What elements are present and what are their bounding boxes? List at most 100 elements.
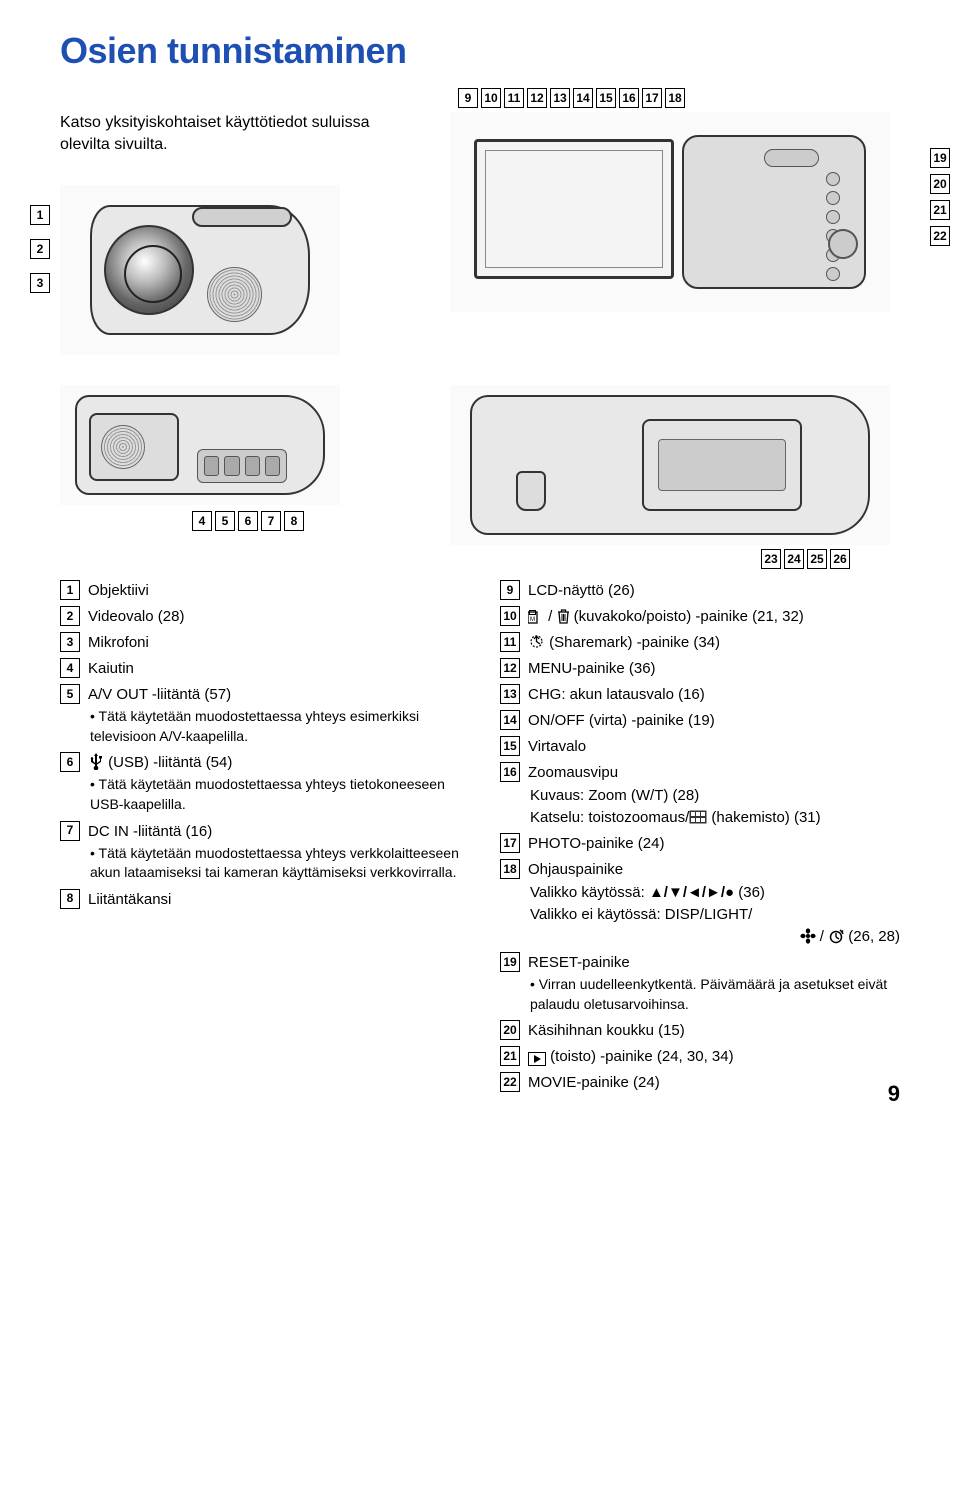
item-number-19: 19 (500, 952, 520, 972)
callout-13: 13 (550, 88, 570, 108)
callout-14: 14 (573, 88, 593, 108)
item-text-18: Ohjauspainike (528, 859, 623, 880)
item-sub-5: Tätä käytetään muodostettaessa yhteys es… (90, 707, 460, 746)
callouts-1-3: 123 (30, 205, 50, 293)
item-text-2: Videovalo (28) (88, 606, 184, 627)
item-14: 14 ON/OFF (virta) -painike (19) (500, 710, 900, 731)
callouts-4-8: 45678 (192, 511, 304, 531)
callout-7: 7 (261, 511, 281, 531)
item-line-16-1: Katselu: toistozoomaus/ (hakemisto) (31) (530, 807, 900, 828)
item-13: 13CHG: akun latausvalo (16) (500, 684, 900, 705)
top-diagram-row: Katso yksityiskohtaiset käyttötiedot sul… (60, 112, 900, 355)
item-10: 10 M / (kuvakoko/poisto) -painike (21, 32… (500, 606, 900, 627)
item-19: 19 RESET-painike (500, 952, 900, 973)
item-4: 4 Kaiutin (60, 658, 460, 679)
item-text-22: MOVIE-painike (24) (528, 1072, 660, 1093)
item-text-12: MENU-painike (36) (528, 658, 656, 679)
item-number-17: 17 (500, 833, 520, 853)
item-number-1: 1 (60, 580, 80, 600)
page-title: Osien tunnistaminen (60, 30, 900, 72)
item-16: 16Zoomausvipu (500, 762, 900, 783)
callout-5: 5 (215, 511, 235, 531)
item-number-21: 21 (500, 1046, 520, 1066)
item-text-20: Käsihihnan koukku (15) (528, 1020, 685, 1041)
callout-26: 26 (830, 549, 850, 569)
item-22: 22 MOVIE-painike (24) (500, 1072, 900, 1093)
callouts-23-26: 23242526 (761, 549, 850, 569)
item-17: 17 PHOTO-painike (24) (500, 833, 900, 854)
item-number-2: 2 (60, 606, 80, 626)
item-text-14: ON/OFF (virta) -painike (19) (528, 710, 715, 731)
callout-10: 10 (481, 88, 501, 108)
item-number-14: 14 (500, 710, 520, 730)
item-number-5: 5 (60, 684, 80, 704)
left-column-list: 1 Objektiivi 2 Videovalo (28) 3 Mikrofoni 4 Kai… (60, 575, 460, 1095)
item-11: 11 (Sharemark) -painike (34) (500, 632, 900, 653)
callouts-9-18: 9101112131415161718 (458, 88, 685, 108)
item-8: 8 Liitäntäkansi (60, 889, 460, 910)
item-number-10: 10 (500, 606, 520, 626)
item-number-22: 22 (500, 1072, 520, 1092)
page-number: 9 (888, 1081, 900, 1107)
callout-9: 9 (458, 88, 478, 108)
item-number-7: 7 (60, 821, 80, 841)
callout-19: 19 (930, 148, 950, 168)
callout-4: 4 (192, 511, 212, 531)
item-text-6: (USB) -liitäntä (54) (88, 752, 232, 773)
item-text-10: M / (kuvakoko/poisto) -painike (21, 32) (528, 606, 804, 627)
callout-23: 23 (761, 549, 781, 569)
item-text-5: A/V OUT -liitäntä (57) (88, 684, 231, 705)
item-text-8: Liitäntäkansi (88, 889, 171, 910)
callout-1: 1 (30, 205, 50, 225)
item-6: 6 (USB) -liitäntä (54) (60, 752, 460, 773)
item-20: 20 Käsihihnan koukku (15) (500, 1020, 900, 1041)
callout-3: 3 (30, 273, 50, 293)
item-12: 12 MENU-painike (36) (500, 658, 900, 679)
callout-17: 17 (642, 88, 662, 108)
callout-11: 11 (504, 88, 524, 108)
item-number-6: 6 (60, 752, 80, 772)
item-number-9: 9 (500, 580, 520, 600)
body-columns: 1 Objektiivi 2 Videovalo (28) 3 Mikrofoni 4 Kai… (60, 575, 900, 1095)
item-text-11: (Sharemark) -painike (34) (528, 632, 720, 653)
item-text-7: DC IN -liitäntä (16) (88, 821, 212, 842)
item-number-13: 13 (500, 684, 520, 704)
item-text-1: Objektiivi (88, 580, 149, 601)
callout-22: 22 (930, 226, 950, 246)
item-text-21: (toisto) -painike (24, 30, 34) (528, 1046, 734, 1067)
right-column-list: 9 LCD-näyttö (26) 10 M / (kuvakoko/poisto) … (500, 575, 900, 1095)
play-icon (528, 1052, 546, 1066)
item-21: 21 (toisto) -painike (24, 30, 34) (500, 1046, 900, 1067)
item-number-15: 15 (500, 736, 520, 756)
item-text-4: Kaiutin (88, 658, 134, 679)
item-text-17: PHOTO-painike (24) (528, 833, 664, 854)
item-number-8: 8 (60, 889, 80, 909)
item-text-19: RESET-painike (528, 952, 630, 973)
item-number-20: 20 (500, 1020, 520, 1040)
diagram-front: 123 (60, 185, 340, 355)
callout-18: 18 (665, 88, 685, 108)
item-number-12: 12 (500, 658, 520, 678)
callout-16: 16 (619, 88, 639, 108)
item-5: 5 A/V OUT -liitäntä (57) (60, 684, 460, 705)
item-3: 3 Mikrofoni (60, 632, 460, 653)
item-number-3: 3 (60, 632, 80, 652)
item-15: 15 Virtavalo (500, 736, 900, 757)
item-9: 9 LCD-näyttö (26) (500, 580, 900, 601)
item-line-18-1: Valikko ei käytössä: DISP/LIGHT/ (530, 904, 900, 925)
item-text-15: Virtavalo (528, 736, 586, 757)
callout-24: 24 (784, 549, 804, 569)
callout-12: 12 (527, 88, 547, 108)
item-line-18-0: Valikko käytössä: ▲/▼/◄/►/● (36) (530, 882, 900, 903)
item-sub-6: Tätä käytetään muodostettaessa yhteys ti… (90, 775, 460, 814)
svg-text:M: M (530, 617, 535, 623)
item-18: 18 Ohjauspainike (500, 859, 900, 880)
item-text-3: Mikrofoni (88, 632, 149, 653)
item-number-18: 18 (500, 859, 520, 879)
item-number-16: 16 (500, 762, 520, 782)
callout-15: 15 (596, 88, 616, 108)
callout-21: 21 (930, 200, 950, 220)
item-1: 1 Objektiivi (60, 580, 460, 601)
item-text-9: LCD-näyttö (26) (528, 580, 635, 601)
item-number-4: 4 (60, 658, 80, 678)
